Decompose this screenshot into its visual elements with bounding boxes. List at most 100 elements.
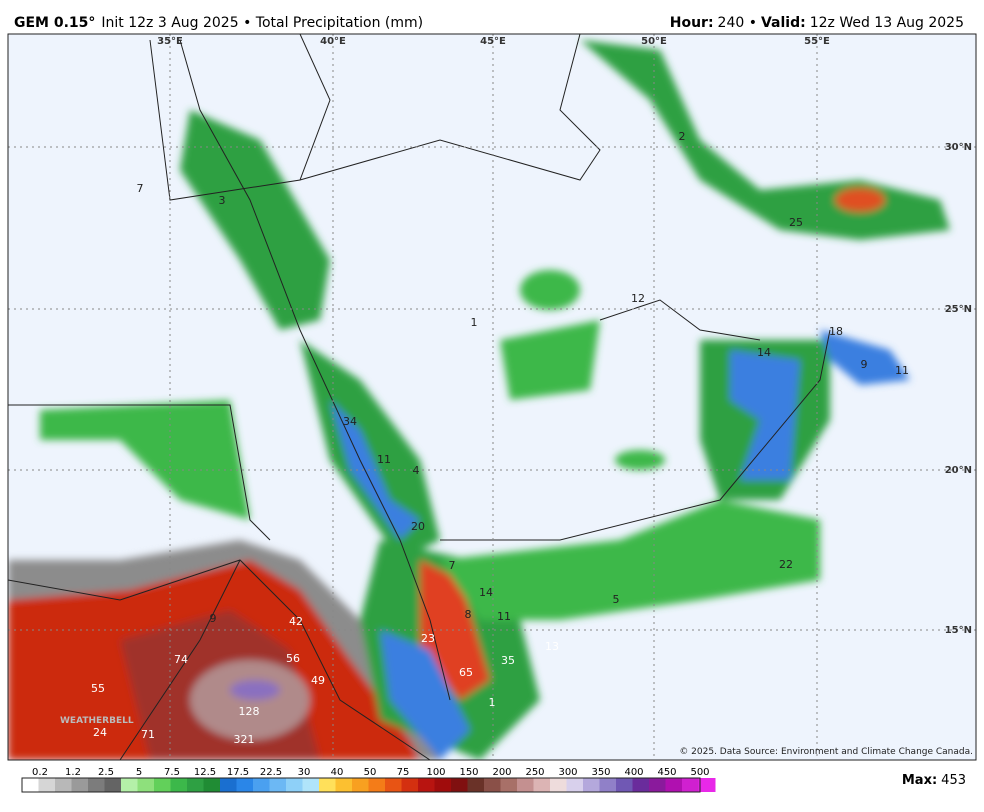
colorbar-swatch — [583, 778, 600, 792]
precip-value: 14 — [479, 586, 493, 599]
colorbar-label: 400 — [624, 767, 643, 778]
colorbar-label: 450 — [657, 767, 676, 778]
colorbar-label: 300 — [558, 767, 577, 778]
lon-label: 55°E — [804, 36, 830, 47]
precip-value: 7 — [137, 182, 144, 195]
model-name: GEM 0.15° Init 12z 3 Aug 2025 • Total Pre… — [14, 15, 423, 31]
colorbar-swatch — [698, 778, 716, 792]
map-frame — [7, 33, 977, 761]
colorbar-label: 100 — [426, 767, 445, 778]
colorbar-swatch — [352, 778, 369, 792]
credit: © 2025. Data Source: Environment and Cli… — [679, 747, 973, 757]
colorbar-label: 250 — [525, 767, 544, 778]
precip-value: 25 — [789, 216, 803, 229]
colorbar: 0.2 1.2 2.5 5 7.5 12.5 17.5 22.5 30 40 50 75 100 150 2… — [21, 767, 716, 793]
precip-value: 9 — [210, 612, 217, 625]
colorbar-swatch — [566, 778, 584, 792]
colorbar-label: 350 — [591, 767, 610, 778]
precip-value: 23 — [421, 632, 435, 645]
colorbar-label: 40 — [331, 767, 344, 778]
logo: WEATHERBELL — [60, 716, 134, 726]
precip-value: 128 — [239, 705, 260, 718]
colorbar-swatch — [269, 778, 287, 792]
lon-label: 45°E — [480, 36, 506, 47]
precip-value: 11 — [895, 364, 909, 377]
hour-label: Hour: — [670, 15, 714, 31]
precip-value: 13 — [545, 640, 559, 653]
lon-label: 40°E — [320, 36, 346, 47]
colorbar-swatch — [203, 778, 221, 792]
precip-value: 49 — [311, 674, 325, 687]
colorbar-swatch — [599, 778, 617, 792]
colorbar-swatch — [88, 778, 105, 792]
lat-label: 30°N — [945, 142, 972, 153]
colorbar-label: 50 — [364, 767, 377, 778]
colorbar-label: 17.5 — [227, 767, 249, 778]
precip-value: 34 — [343, 415, 357, 428]
precip-value: 9 — [861, 358, 868, 371]
description: Init 12z 3 Aug 2025 • Total Precipitatio… — [101, 15, 423, 31]
valid-label: Valid: — [761, 15, 806, 31]
map: 35°E 40°E 45°E 50°E 55°E30°N25°N20°N15°N2732… — [8, 34, 976, 760]
colorbar-swatch — [121, 778, 138, 792]
lat-label: 25°N — [945, 304, 972, 315]
precip-value: 11 — [377, 453, 391, 466]
colorbar-swatch — [104, 778, 122, 792]
precip-value: 14 — [757, 346, 771, 359]
colorbar-swatch — [434, 778, 452, 792]
lat-label: 15°N — [945, 625, 972, 636]
precip-value: 65 — [459, 666, 473, 679]
colorbar-label: 200 — [492, 767, 511, 778]
precip-value: 1 — [471, 316, 478, 329]
lon-label: 50°E — [641, 36, 667, 47]
colorbar-swatch — [665, 778, 683, 792]
colorbar-label: 500 — [690, 767, 709, 778]
colorbar-swatch — [335, 778, 353, 792]
colorbar-label: 7.5 — [164, 767, 180, 778]
precip-value: 3 — [219, 194, 226, 207]
colorbar-swatch — [286, 778, 303, 792]
colorbar-swatch — [154, 778, 171, 792]
precip-value: 74 — [174, 653, 188, 666]
colorbar-swatch — [649, 778, 666, 792]
precip-value: 20 — [411, 520, 425, 533]
colorbar-swatch — [484, 778, 501, 792]
precip-value: 7 — [449, 559, 456, 572]
colorbar-label: 1.2 — [65, 767, 81, 778]
colorbar-label: 5 — [136, 767, 142, 778]
colorbar-swatch — [550, 778, 567, 792]
precip-value: 12 — [631, 292, 645, 305]
precip-value: 2 — [679, 130, 686, 143]
precip-value: 5 — [613, 593, 620, 606]
valid-info: Hour: 240 • Valid: 12z Wed 13 Aug 2025 — [670, 15, 964, 31]
lon-label: 35°E — [157, 36, 183, 47]
precip-value: 4 — [413, 464, 420, 477]
colorbar-swatch — [253, 778, 270, 792]
precip-value: 11 — [497, 610, 511, 623]
colorbar-swatch — [682, 778, 699, 792]
colorbar-swatch — [71, 778, 89, 792]
lat-label: 20°N — [945, 465, 972, 476]
borders — [8, 34, 831, 760]
colorbar-swatch — [500, 778, 518, 792]
precip-value: 24 — [93, 726, 107, 739]
colorbar-label: 30 — [298, 767, 311, 778]
colorbar-swatch — [451, 778, 468, 792]
precip-value: 55 — [91, 682, 105, 695]
colorbar-swatch — [236, 778, 254, 792]
precip-value: 42 — [289, 615, 303, 628]
graticule — [8, 34, 976, 760]
colorbar-swatch — [517, 778, 534, 792]
max-value: 453 — [941, 773, 966, 788]
colorbar-swatch — [22, 778, 39, 792]
map-labels: 35°E 40°E 45°E 50°E 55°E30°N25°N20°N15°N2732… — [91, 36, 972, 746]
colorbar-swatch — [319, 778, 336, 792]
hour-value: 240 • — [718, 15, 757, 31]
colorbar-label: 0.2 — [32, 767, 48, 778]
precip-value: 321 — [234, 733, 255, 746]
colorbar-label: 150 — [459, 767, 478, 778]
colorbar-swatch — [137, 778, 155, 792]
colorbar-swatch — [187, 778, 204, 792]
colorbar-label: 75 — [397, 767, 410, 778]
